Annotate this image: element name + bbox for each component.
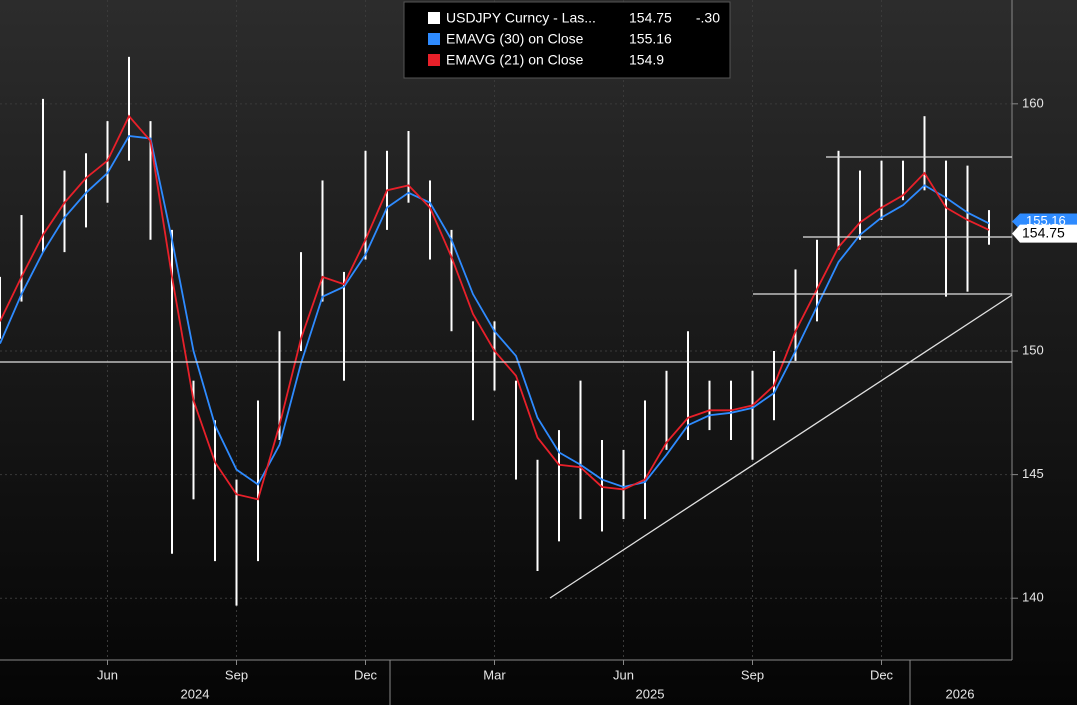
- x-tick-label: Jun: [97, 667, 118, 682]
- last-value-tag: [1012, 224, 1077, 243]
- year-label: 2026: [946, 686, 975, 701]
- x-tick-label: Sep: [741, 667, 764, 682]
- legend-swatch: [428, 12, 440, 24]
- legend: USDJPY Curncy - Las... 154.75 -.30 EMAVG…: [403, 1, 731, 79]
- plot-area: [0, 0, 1012, 660]
- legend-box: [403, 1, 731, 79]
- y-tick-label: 145: [1022, 466, 1044, 481]
- y-tick-label: 150: [1022, 342, 1044, 357]
- trend-line: [549, 294, 1013, 599]
- legend-swatch: [428, 33, 440, 45]
- year-label: 2025: [636, 686, 665, 701]
- legend-swatch: [428, 54, 440, 66]
- legend-value: 155.16: [629, 31, 672, 47]
- legend-label: USDJPY Curncy - Las...: [446, 10, 596, 26]
- ema-line: [0, 114, 990, 501]
- annotations: [0, 156, 1013, 599]
- y-tick-label: 140: [1022, 590, 1044, 605]
- last-value-label: 155.16: [1026, 213, 1066, 228]
- ema-line: [0, 134, 990, 488]
- year-label: 2024: [181, 686, 210, 701]
- legend-value: 154.9: [629, 52, 664, 68]
- legend-label: EMAVG (21) on Close: [446, 52, 584, 68]
- x-tick-label: Dec: [870, 667, 894, 682]
- x-tick-label: Sep: [225, 667, 248, 682]
- x-tick-label: Jun: [613, 667, 634, 682]
- y-tick-label: 160: [1022, 95, 1044, 110]
- x-tick-label: Dec: [354, 667, 378, 682]
- x-tick-label: Mar: [483, 667, 506, 682]
- legend-value: 154.75: [629, 10, 672, 26]
- legend-label: EMAVG (30) on Close: [446, 31, 584, 47]
- last-value-label: 154.75: [1022, 224, 1065, 240]
- legend-change: -.30: [696, 10, 720, 26]
